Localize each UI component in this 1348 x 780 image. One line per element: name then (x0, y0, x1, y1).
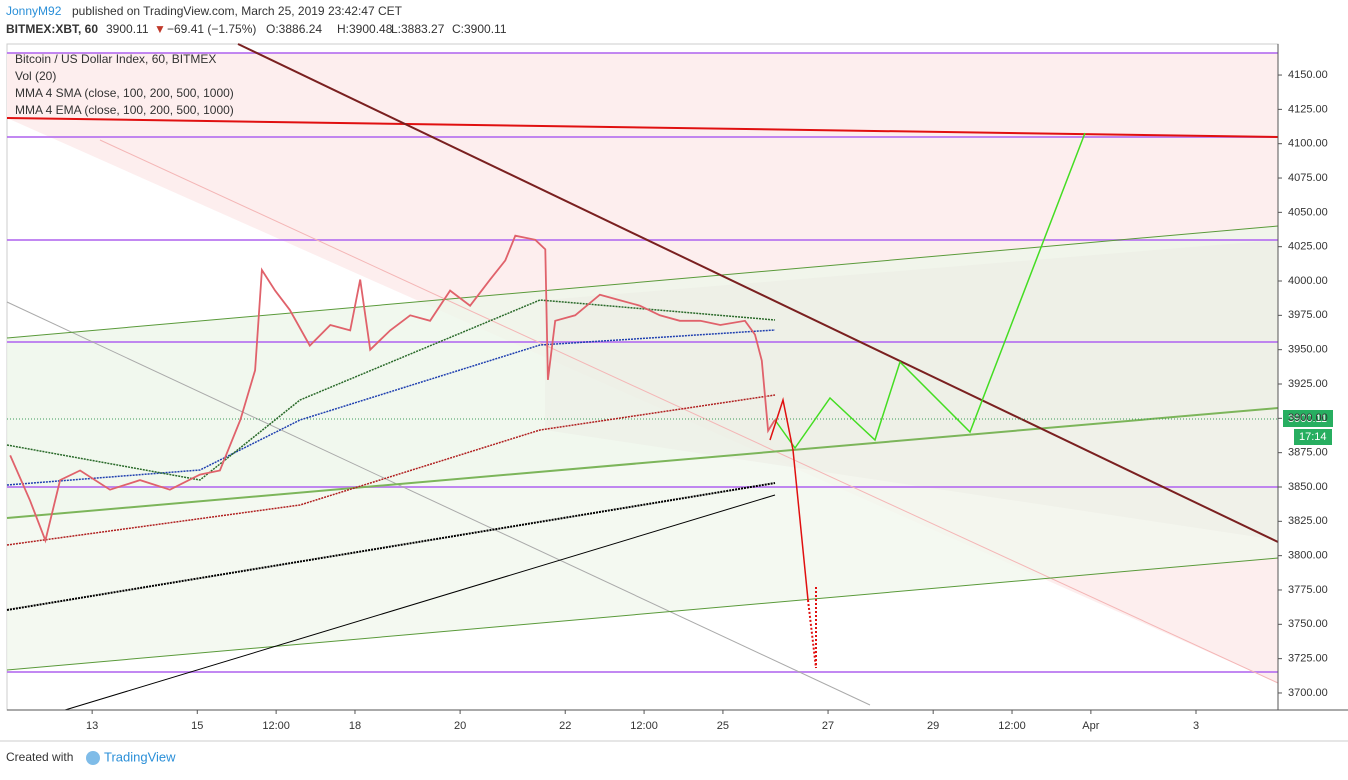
author[interactable]: JonnyM92 (6, 4, 62, 18)
y-tick-label: 3775.00 (1288, 584, 1328, 596)
y-tick-label: 3975.00 (1288, 309, 1328, 321)
close: C:3900.11 (452, 22, 507, 36)
down-arrow: ▼ (154, 22, 166, 36)
y-tick-label: 3950.00 (1288, 344, 1328, 356)
x-tick-label: 18 (349, 720, 361, 732)
y-tick-label: 3800.00 (1288, 550, 1328, 562)
price-line (9, 234, 776, 544)
countdown-badge (1294, 429, 1332, 445)
x-tick-label: 29 (927, 720, 939, 732)
y-tick-label: 3925.00 (1288, 378, 1328, 390)
y-tick-label: 4150.00 (1288, 69, 1328, 81)
y-tick-label: 4075.00 (1288, 172, 1328, 184)
brand[interactable]: TradingView (104, 749, 176, 764)
y-tick-label: 4100.00 (1288, 138, 1328, 150)
y-tick-label: 4025.00 (1288, 241, 1328, 253)
last: 3900.11 (106, 22, 149, 36)
y-tick-label: 3750.00 (1288, 618, 1328, 630)
y-tick-label: 3700.00 (1288, 687, 1328, 699)
drawings (6, 43, 1279, 711)
logo (86, 751, 100, 765)
high: H:3900.48 (337, 22, 393, 36)
price-scale (1278, 44, 1348, 710)
x-tick-label: 22 (559, 720, 571, 732)
symbol: BITMEX:XBT, 60 (6, 22, 98, 36)
x-tick-label: Apr (1082, 720, 1099, 732)
footer-text: Created with (6, 750, 73, 764)
open: O:3886.24 (266, 22, 322, 36)
legend-item: Vol (20) (15, 69, 56, 83)
y-tick-label: 3900.00 (1288, 412, 1328, 424)
y-tick-label: 3875.00 (1288, 447, 1328, 459)
price-label: 3900.11 (1288, 413, 1327, 425)
legend-item: MMA 4 SMA (close, 100, 200, 500, 1000) (15, 86, 234, 100)
y-tick-label: 4050.00 (1288, 206, 1328, 218)
x-tick-label: 12:00 (998, 720, 1026, 732)
y-tick-label: 4125.00 (1288, 103, 1328, 115)
x-tick-label: 15 (191, 720, 203, 732)
x-tick-label: 12:00 (262, 720, 290, 732)
countdown: 17:14 (1299, 431, 1327, 443)
x-tick-label: 20 (454, 720, 466, 732)
y-tick-label: 4000.00 (1288, 275, 1328, 287)
published: published on TradingView.com, March 25, … (72, 4, 403, 18)
y-tick-label: 3725.00 (1288, 653, 1328, 665)
price-badge (1283, 410, 1333, 427)
x-tick-label: 13 (86, 720, 98, 732)
y-tick-label: 3850.00 (1288, 481, 1328, 493)
change: −69.41 (−1.75%) (167, 22, 256, 36)
chart-title: Bitcoin / US Dollar Index, 60, BITMEX (15, 52, 216, 66)
legend-item: MMA 4 EMA (close, 100, 200, 500, 1000) (15, 103, 234, 117)
x-tick-label: 27 (822, 720, 834, 732)
x-tick-label: 25 (717, 720, 729, 732)
y-tick-label: 3825.00 (1288, 515, 1328, 527)
x-tick-label: 12:00 (630, 720, 658, 732)
low: L:3883.27 (391, 22, 445, 36)
x-tick-label: 3 (1193, 720, 1199, 732)
